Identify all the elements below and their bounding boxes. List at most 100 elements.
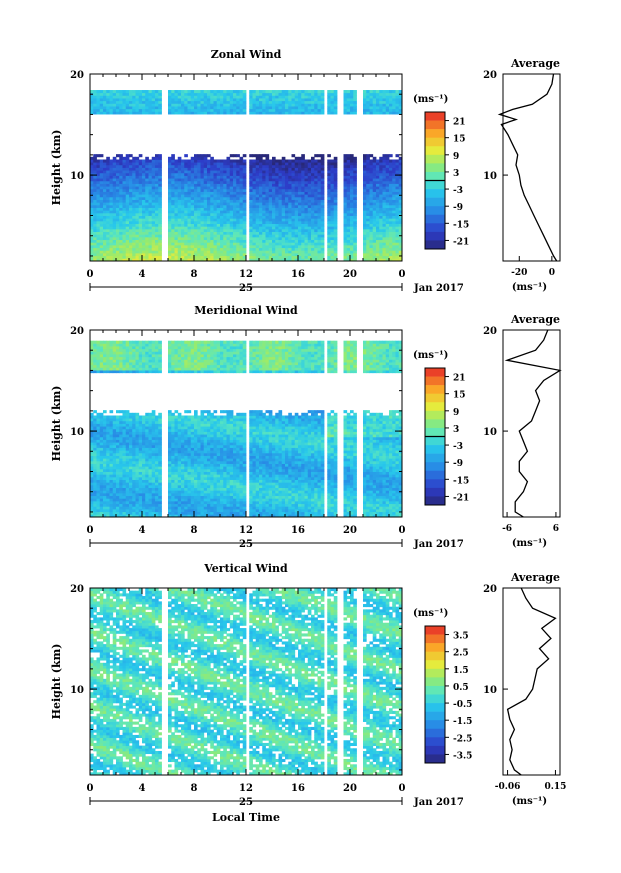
heatmap-cell — [239, 188, 244, 192]
heatmap-cell — [129, 178, 133, 182]
heatmap-cell — [216, 250, 221, 254]
heatmap-cell — [242, 242, 247, 246]
heatmap-cell — [116, 252, 120, 257]
heatmap-cell — [392, 258, 396, 262]
heatmap-cell — [353, 244, 357, 249]
heatmap-cell — [252, 180, 257, 184]
heatmap-cell — [106, 426, 110, 430]
heatmap-cell — [294, 90, 299, 94]
heatmap-cell — [376, 228, 380, 233]
heatmap-cell — [122, 100, 127, 104]
heatmap-cell — [317, 92, 322, 96]
heatmap-cell — [93, 500, 97, 505]
heatmap-cell — [220, 234, 224, 238]
heatmap-cell — [216, 175, 221, 179]
heatmap-cell — [93, 95, 97, 99]
heatmap-cell — [125, 362, 130, 366]
heatmap-cell — [385, 204, 390, 208]
heatmap-cell — [125, 191, 130, 195]
heatmap-cell — [382, 90, 387, 94]
heatmap-cell — [158, 242, 162, 246]
heatmap-cell — [285, 170, 289, 174]
heatmap-cell — [294, 186, 299, 190]
heatmap-cell — [317, 196, 322, 200]
heatmap-cell — [119, 436, 123, 440]
heatmap-cell — [96, 98, 101, 102]
heatmap-cell — [242, 218, 247, 222]
heatmap-cell — [320, 183, 325, 187]
heatmap-cell — [181, 92, 185, 96]
heatmap-cell — [112, 364, 117, 368]
heatmap-cell — [372, 170, 377, 174]
heatmap-cell — [148, 212, 153, 216]
heatmap-cell — [220, 202, 224, 206]
heatmap-cell — [200, 92, 205, 96]
heatmap-cell — [233, 210, 237, 214]
heatmap-cell — [278, 183, 283, 187]
heatmap-cell — [203, 204, 208, 208]
heatmap-cell — [132, 204, 136, 208]
heatmap-cell — [278, 250, 283, 254]
heatmap-cell — [103, 426, 107, 430]
heatmap-cell — [252, 210, 257, 214]
heatmap-cell — [242, 252, 247, 257]
heatmap-cell — [187, 159, 192, 163]
heatmap-cell — [333, 239, 338, 243]
heatmap-cell — [90, 418, 94, 422]
heatmap-cell — [122, 498, 127, 502]
heatmap-cell — [106, 236, 110, 241]
heatmap-cell — [379, 170, 383, 174]
heatmap-cell — [278, 199, 283, 203]
heatmap-cell — [190, 204, 195, 208]
heatmap-cell — [103, 354, 107, 358]
heatmap-cell — [291, 159, 296, 163]
heatmap-cell — [155, 250, 159, 254]
heatmap-cell — [262, 252, 266, 257]
heatmap-cell — [194, 180, 198, 184]
heatmap-cell — [233, 95, 237, 99]
heatmap-cell — [129, 244, 133, 249]
heatmap-cell — [99, 346, 104, 350]
heatmap-cell — [125, 434, 130, 438]
heatmap-cell — [304, 111, 309, 115]
heatmap-cell — [363, 226, 367, 230]
heatmap-cell — [103, 468, 107, 472]
heatmap-cell — [395, 175, 400, 179]
heatmap-cell — [233, 236, 237, 241]
heatmap-cell — [125, 474, 130, 478]
heatmap-cell — [216, 247, 221, 251]
heatmap-cell — [311, 210, 315, 214]
heatmap-cell — [317, 207, 322, 211]
heatmap-cell — [90, 498, 94, 502]
heatmap-cell — [298, 194, 302, 198]
heatmap-cell — [125, 258, 130, 262]
heatmap-cell — [90, 439, 94, 443]
heatmap-cell — [311, 108, 315, 112]
heatmap-cell — [181, 234, 185, 238]
heatmap-cell — [239, 223, 244, 227]
heatmap-cell — [142, 255, 146, 259]
heatmap-cell — [203, 183, 208, 187]
heatmap-cell — [275, 108, 279, 112]
heatmap-cell — [125, 367, 130, 371]
heatmap-cell — [379, 111, 383, 115]
heatmap-cell — [298, 183, 302, 187]
heatmap-cell — [398, 164, 403, 168]
heatmap-cell — [194, 183, 198, 187]
heatmap-cell — [226, 175, 231, 179]
heatmap-cell — [122, 466, 127, 470]
heatmap-cell — [96, 212, 101, 216]
heatmap-cell — [99, 258, 104, 262]
heatmap-cell — [151, 188, 156, 192]
heatmap-cell — [307, 167, 312, 171]
heatmap-cell — [262, 226, 266, 230]
heatmap-cell — [103, 487, 107, 491]
heatmap-cell — [135, 207, 140, 211]
heatmap-cell — [138, 223, 143, 227]
heatmap-cell — [317, 199, 322, 203]
heatmap-cell — [220, 162, 224, 166]
heatmap-cell — [125, 234, 130, 238]
heatmap-cell — [298, 186, 302, 190]
heatmap-cell — [203, 162, 208, 166]
heatmap-cell — [233, 162, 237, 166]
